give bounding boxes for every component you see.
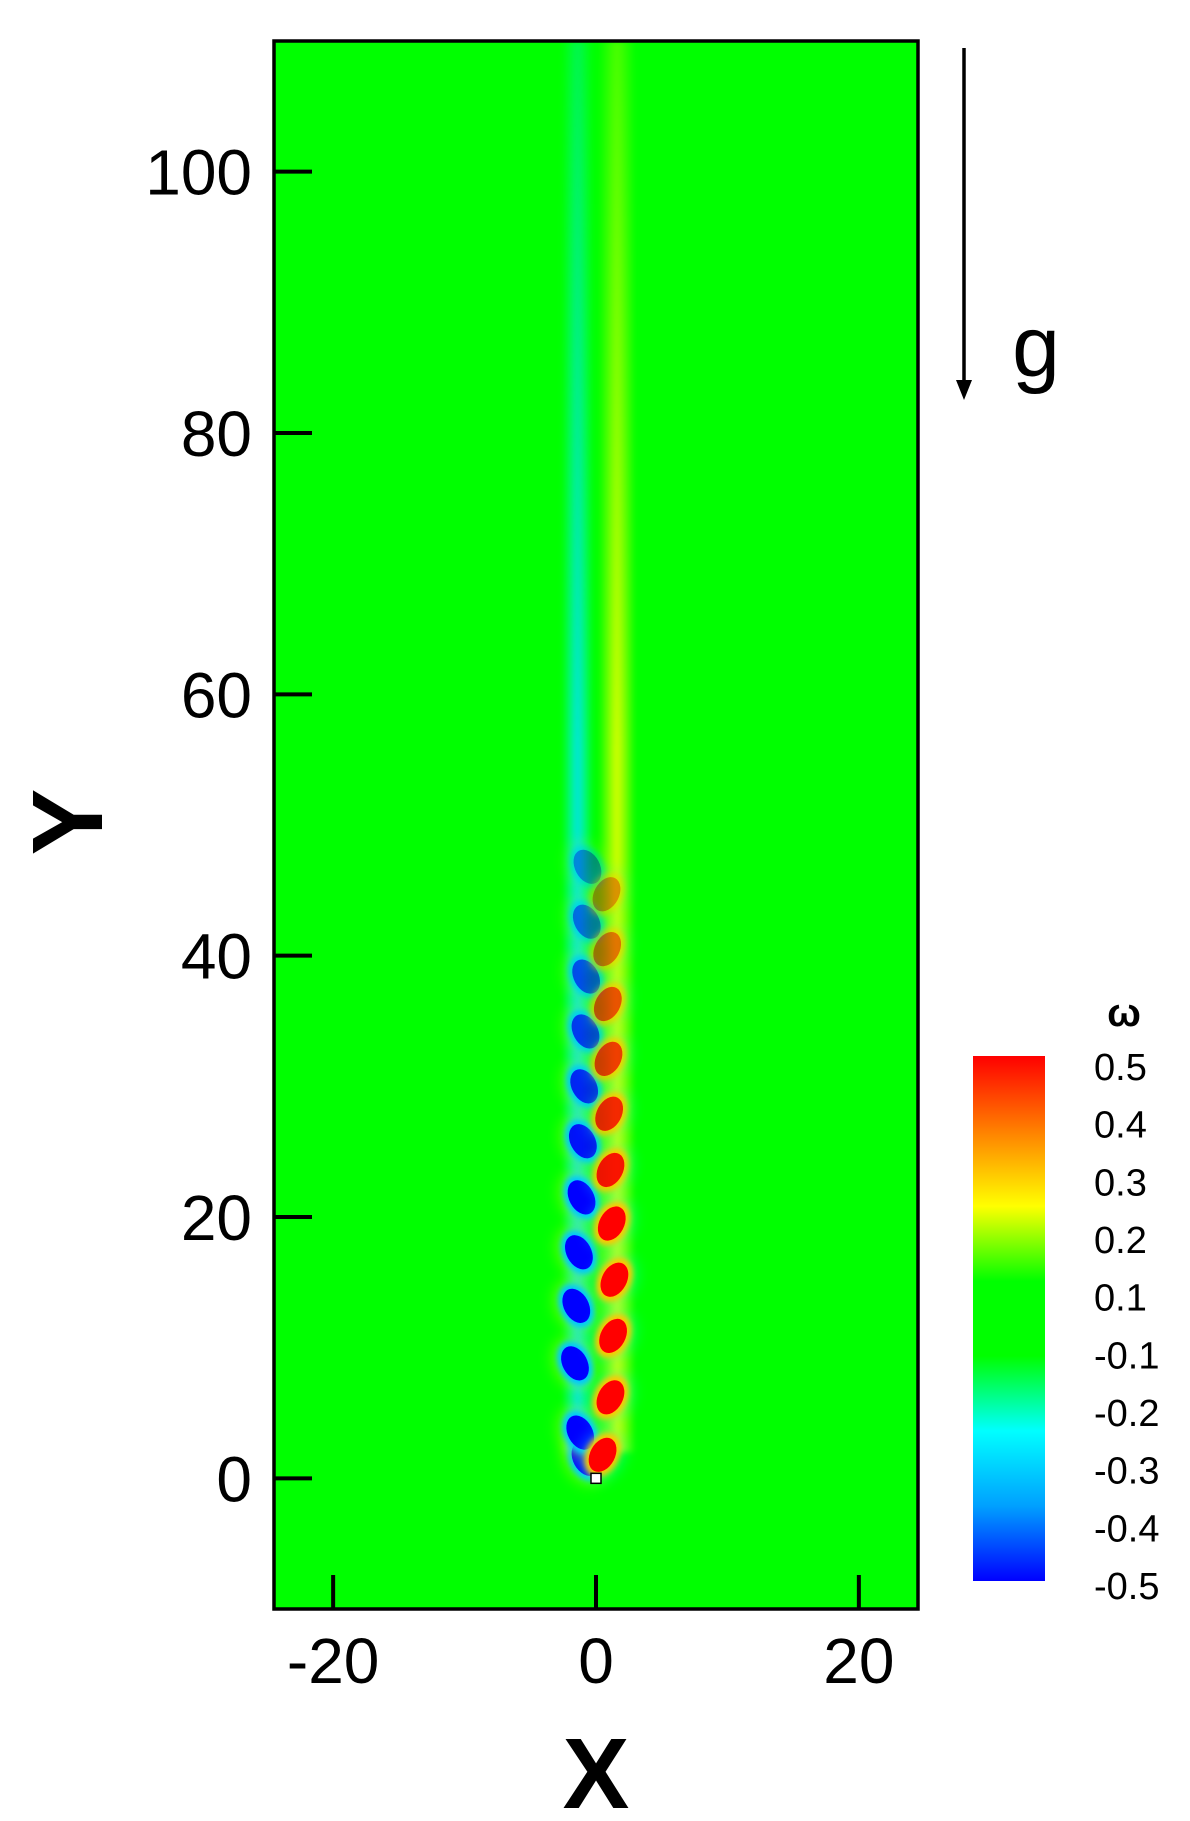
x-tick-label: -20 [287,1625,380,1697]
colorbar-tick-label: -0.2 [1094,1393,1159,1435]
positive-vortex [584,922,631,976]
y-tick-label: 20 [181,1182,252,1254]
positive-vortex [587,1143,634,1197]
positive-vortex [585,1032,632,1086]
y-tick-label: 60 [181,659,252,731]
colorbar-tick-label: 0.4 [1094,1105,1147,1147]
x-tick-label: 20 [823,1625,894,1697]
y-axis-ticks: 0 20 40 60 80 100 [145,137,312,1515]
x-tick-label: 0 [578,1625,614,1697]
positive-vortex [579,1428,626,1482]
gravity-label: g [1012,299,1060,395]
colorbar-labels: 0.5 0.4 0.3 0.2 0.1 -0.1 -0.2 -0.3 -0.4 -0.5 [1094,1047,1159,1608]
y-tick-label: 100 [145,137,252,209]
y-tick-label: 40 [181,921,252,993]
colorbar-tick-label: -0.1 [1094,1335,1159,1377]
colorbar-tick-label: 0.1 [1094,1278,1147,1320]
positive-vortex [583,867,630,921]
obstacle-square [590,1472,602,1485]
y-tick-label: 80 [181,398,252,470]
colorbar-tick-label: 0.2 [1094,1220,1147,1262]
y-axis-label: Y [12,789,124,856]
negative-vortex [552,1336,598,1390]
gravity-arrow [956,48,972,400]
colorbar-tick-label: 0.3 [1094,1162,1147,1204]
positive-vortex [590,1309,637,1363]
positive-vortex [586,1087,633,1141]
colorbar-title: ω [1107,991,1141,1035]
negative-vortex [555,1225,602,1279]
positive-vortex [587,1370,634,1424]
colorbar-tick-label: -0.4 [1094,1508,1159,1550]
positive-vortex [584,977,631,1031]
colorbar-tick-label: -0.5 [1094,1566,1159,1608]
y-tick-label: 0 [216,1443,252,1515]
colorbar [973,1056,1045,1581]
colorbar-tick-label: 0.5 [1094,1047,1147,1089]
colorbar-tick-label: -0.3 [1094,1451,1159,1493]
x-axis-ticks: -20 0 20 [287,1575,894,1697]
positive-vortex [591,1253,638,1307]
x-axis-label: X [563,1718,630,1821]
negative-vortex [553,1279,600,1333]
positive-vortex [588,1197,635,1251]
